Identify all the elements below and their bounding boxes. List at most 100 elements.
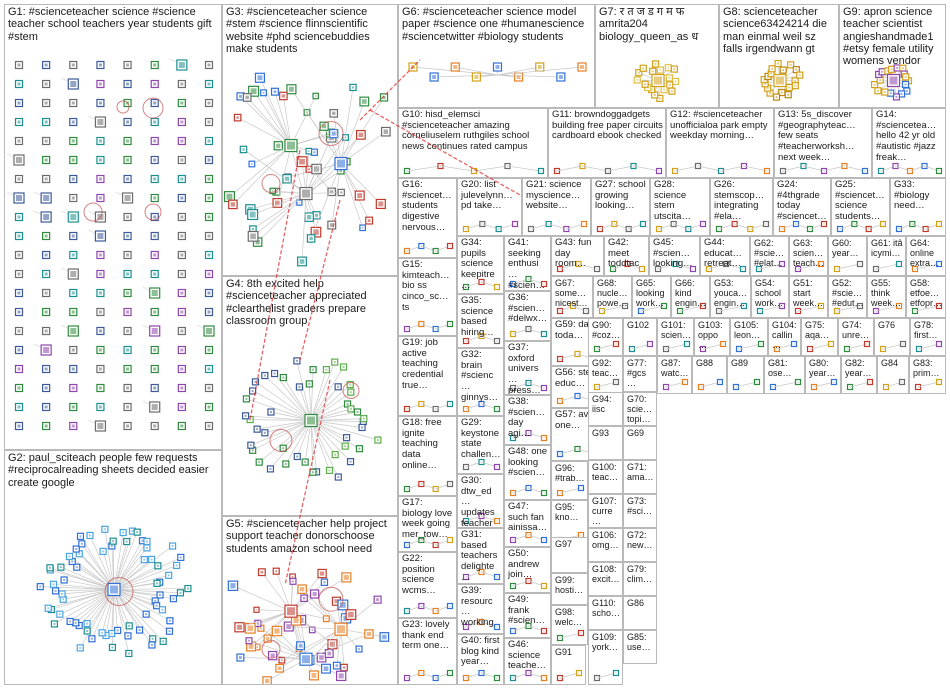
group-g71: G71: ama… <box>623 460 657 494</box>
edge <box>113 545 173 590</box>
node-fill <box>299 259 305 264</box>
node-fill <box>496 408 498 410</box>
node-fill <box>650 88 653 91</box>
edge <box>232 145 292 205</box>
group-g72-nodes <box>624 529 657 562</box>
node-fill <box>890 68 893 71</box>
edge <box>665 381 686 388</box>
group-g7-nodes <box>633 60 680 102</box>
node-fill <box>239 94 243 98</box>
node-fill <box>512 539 514 541</box>
node-fill <box>86 622 89 625</box>
node-fill <box>331 131 336 136</box>
node-fill <box>180 386 184 390</box>
node-fill <box>749 228 751 230</box>
group-g105: G105: leon… <box>730 318 768 356</box>
group-g87: G87: watc… <box>657 356 692 394</box>
group-g93: G93 <box>588 426 623 460</box>
node-fill <box>771 67 774 70</box>
node-fill <box>435 610 437 612</box>
edge <box>507 165 542 172</box>
group-g104-nodes <box>773 340 798 353</box>
group-g108-nodes <box>589 563 623 596</box>
node-fill <box>78 552 81 555</box>
edge <box>310 420 360 449</box>
group-g89-nodes <box>732 378 761 391</box>
node-fill <box>71 291 75 295</box>
group-g109: G109: york… <box>588 630 623 685</box>
group-g11: G11: browndoggadgets building free paper… <box>548 108 666 178</box>
node-fill <box>207 424 211 428</box>
node-fill <box>308 382 311 385</box>
node-fill <box>760 343 762 345</box>
edge <box>607 165 634 172</box>
node-fill <box>71 253 75 257</box>
node-fill <box>153 177 157 181</box>
node-fill <box>168 630 171 633</box>
edge <box>803 165 825 172</box>
node-fill <box>126 348 130 352</box>
node-fill <box>112 540 115 543</box>
node-fill <box>435 677 437 679</box>
node-fill <box>59 566 62 569</box>
node-fill <box>615 672 617 674</box>
node-fill <box>71 177 75 181</box>
node-fill <box>866 343 868 345</box>
node-fill <box>668 76 671 79</box>
edge <box>113 589 140 631</box>
edge <box>875 305 900 312</box>
node-fill <box>905 89 908 92</box>
node-fill <box>111 646 114 649</box>
node-fill <box>338 673 344 679</box>
node-fill <box>238 656 242 659</box>
node-fill <box>308 150 310 152</box>
node-fill <box>180 310 184 314</box>
edge <box>113 589 118 631</box>
edge <box>239 610 292 628</box>
node-fill <box>207 367 211 371</box>
edge <box>113 589 181 594</box>
node-fill <box>830 343 832 345</box>
node-fill <box>938 170 940 172</box>
node-fill <box>98 253 102 257</box>
node-fill <box>311 629 314 631</box>
group-g94: G94: iisc <box>588 392 623 426</box>
edge <box>79 589 115 649</box>
edge <box>113 541 128 590</box>
node-fill <box>333 361 336 364</box>
group-g3-nodes <box>223 72 391 267</box>
group-g22: G22: position science wcms… <box>398 552 457 618</box>
group-g83-nodes <box>914 378 943 391</box>
node-fill <box>512 283 514 285</box>
edge <box>291 89 342 164</box>
group-g31: G31: based teachers delighte… <box>457 528 504 584</box>
node-fill <box>904 83 907 86</box>
node-fill <box>286 624 292 629</box>
node-fill <box>366 631 372 637</box>
node-fill <box>275 570 278 573</box>
node-fill <box>332 111 336 116</box>
node-fill <box>207 101 211 105</box>
edge <box>69 589 115 622</box>
node-fill <box>98 348 102 352</box>
node-fill <box>612 268 614 270</box>
node-fill <box>788 86 791 89</box>
group-g10: G10: hisd_elemsci #scienceteacher amazin… <box>398 108 548 178</box>
node-fill <box>44 424 48 428</box>
node-fill <box>766 170 768 172</box>
node-fill <box>859 263 861 265</box>
node-fill <box>44 120 48 124</box>
group-g64-nodes <box>911 260 943 273</box>
node-fill <box>244 414 247 417</box>
group-g12-nodes <box>671 162 771 175</box>
edge <box>596 381 617 388</box>
node-fill <box>242 148 245 151</box>
node-fill <box>334 453 337 456</box>
group-g29: G29: keystone state challen… <box>457 416 504 474</box>
node-fill <box>206 328 212 334</box>
group-g91: G91 <box>551 645 586 685</box>
edge <box>497 66 583 76</box>
group-g14-nodes <box>877 162 943 175</box>
node-fill <box>180 196 184 200</box>
node-fill <box>797 268 799 270</box>
